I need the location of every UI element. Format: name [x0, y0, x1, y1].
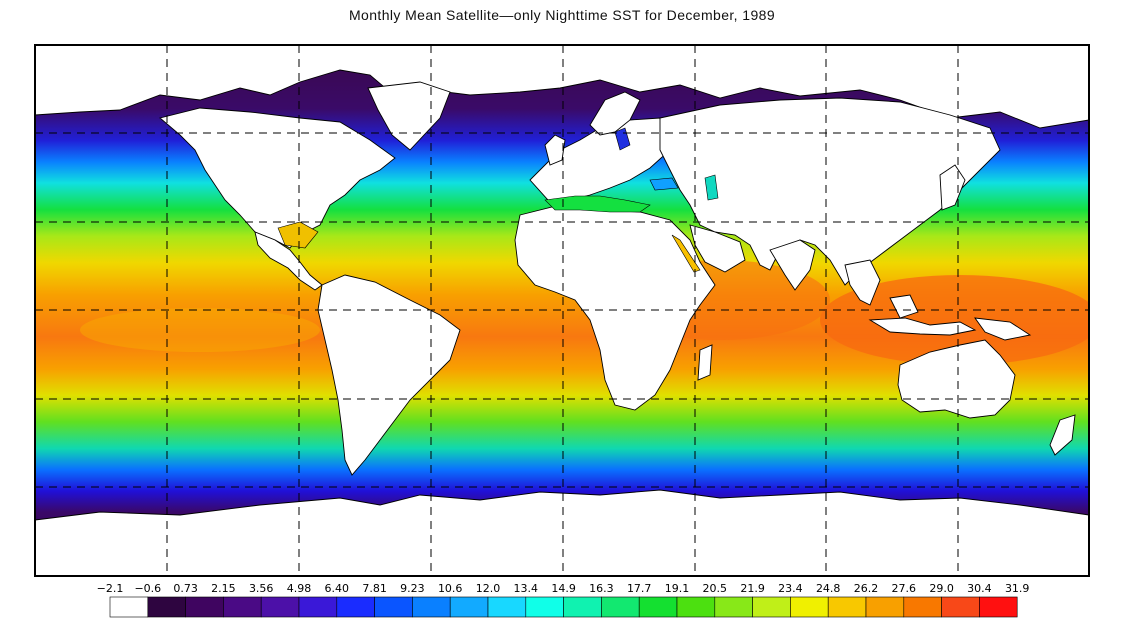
- legend-tick-label: 29.0: [929, 582, 954, 595]
- japan: [939, 164, 966, 211]
- legend-tick-label: 20.5: [703, 582, 728, 595]
- legend-tick-label: 6.40: [325, 582, 350, 595]
- legend-swatch: [601, 596, 640, 618]
- legend-tick-label: 14.9: [551, 582, 576, 595]
- legend-tick-label: 9.23: [400, 582, 425, 595]
- legend-swatches: [109, 596, 1018, 618]
- legend-tick-label: 3.56: [249, 582, 274, 595]
- central-america: [254, 231, 323, 291]
- legend-swatch: [525, 596, 564, 618]
- legend-swatch: [903, 596, 942, 618]
- australia: [897, 339, 1016, 419]
- legend-swatch: [147, 596, 186, 618]
- legend-tick-label: 0.73: [173, 582, 198, 595]
- legend-swatch: [260, 596, 300, 618]
- legend-tick-label: −0.6: [134, 582, 161, 595]
- legend-tick-label: −2.1: [97, 582, 124, 595]
- legend-tick-label: 31.9: [1005, 582, 1030, 595]
- greenland: [367, 81, 451, 151]
- legend-tick-label: 17.7: [627, 582, 652, 595]
- legend-swatch: [449, 596, 489, 618]
- legend-tick-label: 24.8: [816, 582, 841, 595]
- west-pacific-warm-pool: [820, 275, 1089, 365]
- legend-swatch: [185, 596, 224, 618]
- legend-swatch: [827, 596, 867, 618]
- legend-swatch: [412, 596, 451, 618]
- india: [769, 239, 816, 291]
- legend-tick-label: 16.3: [589, 582, 614, 595]
- legend-swatch: [487, 596, 527, 618]
- legend-tick-label: 10.6: [438, 582, 463, 595]
- lat-lon-grid: [35, 45, 1089, 576]
- asia: [659, 97, 1001, 286]
- indonesia: [868, 317, 977, 336]
- legend-swatch: [374, 596, 413, 618]
- legend-swatch: [790, 596, 829, 618]
- scandinavia: [589, 91, 641, 136]
- legend-labels: −2.1 −0.6 0.73 2.15 3.56 4.98 6.40 7.81 9.23 10.6…: [97, 582, 1030, 595]
- legend-swatch: [865, 596, 905, 618]
- legend-swatch: [752, 596, 791, 618]
- legend-swatch: [223, 596, 262, 618]
- caspian-sea: [704, 174, 719, 201]
- legend-tick-label: 21.9: [740, 582, 765, 595]
- north-america: [159, 107, 396, 249]
- new-zealand: [1049, 414, 1076, 456]
- borneo: [889, 294, 919, 319]
- new-guinea: [974, 317, 1032, 341]
- map-frame: [34, 44, 1090, 577]
- legend-swatch: [638, 596, 678, 618]
- legend-tick-label: 23.4: [778, 582, 803, 595]
- legend-tick-label: 13.4: [514, 582, 539, 595]
- black-sea: [649, 177, 679, 191]
- map-title: Monthly Mean Satellite—only Nighttime SS…: [348, 7, 776, 23]
- red-sea: [671, 234, 701, 273]
- legend-tick-label: 19.1: [665, 582, 690, 595]
- legend-tick-label: 12.0: [476, 582, 501, 595]
- legend-swatch: [563, 596, 602, 618]
- legend-tick-label: 2.15: [211, 582, 236, 595]
- legend-swatch: [336, 596, 375, 618]
- africa: [514, 204, 716, 411]
- mediterranean: [544, 195, 651, 213]
- arabia: [689, 224, 746, 273]
- legend-swatch: [298, 596, 338, 618]
- legend-swatch: [676, 596, 716, 618]
- legend-tick-label: 27.6: [892, 582, 917, 595]
- southeast-asia: [844, 259, 881, 306]
- legend-swatch: [109, 596, 149, 618]
- legend-tick-label: 4.98: [287, 582, 312, 595]
- legend-tick-label: 7.81: [362, 582, 387, 595]
- legend-swatch: [941, 596, 980, 618]
- legend-swatch: [714, 596, 753, 618]
- south-america: [317, 274, 461, 476]
- legend-tick-label: 30.4: [967, 582, 992, 595]
- gulf-of-mexico: [277, 221, 319, 249]
- legend-swatch: [979, 596, 1018, 618]
- legend-tick-label: 26.2: [854, 582, 879, 595]
- east-pacific-tongue: [80, 308, 320, 352]
- madagascar: [697, 344, 713, 381]
